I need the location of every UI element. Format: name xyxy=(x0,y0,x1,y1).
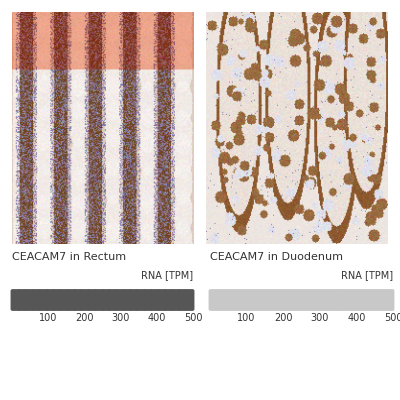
FancyBboxPatch shape xyxy=(10,289,20,311)
FancyBboxPatch shape xyxy=(150,289,160,311)
FancyBboxPatch shape xyxy=(122,289,132,311)
Text: 500: 500 xyxy=(184,313,202,323)
FancyBboxPatch shape xyxy=(143,289,153,311)
FancyBboxPatch shape xyxy=(115,289,125,311)
Text: RNA [TPM]: RNA [TPM] xyxy=(341,270,393,280)
FancyBboxPatch shape xyxy=(272,289,282,311)
FancyBboxPatch shape xyxy=(321,289,331,311)
FancyBboxPatch shape xyxy=(157,289,166,311)
FancyBboxPatch shape xyxy=(364,289,373,311)
FancyBboxPatch shape xyxy=(251,289,261,311)
FancyBboxPatch shape xyxy=(328,289,338,311)
FancyBboxPatch shape xyxy=(223,289,232,311)
FancyBboxPatch shape xyxy=(370,289,380,311)
FancyBboxPatch shape xyxy=(314,289,324,311)
FancyBboxPatch shape xyxy=(66,289,76,311)
Text: 300: 300 xyxy=(311,313,329,323)
Text: 500: 500 xyxy=(384,313,400,323)
FancyBboxPatch shape xyxy=(349,289,359,311)
FancyBboxPatch shape xyxy=(208,289,218,311)
FancyBboxPatch shape xyxy=(335,289,345,311)
FancyBboxPatch shape xyxy=(378,289,387,311)
FancyBboxPatch shape xyxy=(230,289,240,311)
Text: 200: 200 xyxy=(75,313,94,323)
FancyBboxPatch shape xyxy=(94,289,104,311)
FancyBboxPatch shape xyxy=(108,289,118,311)
FancyBboxPatch shape xyxy=(258,289,268,311)
FancyBboxPatch shape xyxy=(136,289,146,311)
FancyBboxPatch shape xyxy=(32,289,41,311)
FancyBboxPatch shape xyxy=(216,289,226,311)
FancyBboxPatch shape xyxy=(129,289,139,311)
FancyBboxPatch shape xyxy=(80,289,90,311)
FancyBboxPatch shape xyxy=(171,289,180,311)
FancyBboxPatch shape xyxy=(286,289,296,311)
FancyBboxPatch shape xyxy=(59,289,69,311)
FancyBboxPatch shape xyxy=(24,289,34,311)
FancyBboxPatch shape xyxy=(300,289,310,311)
Text: 100: 100 xyxy=(238,313,256,323)
Text: 400: 400 xyxy=(148,313,166,323)
FancyBboxPatch shape xyxy=(185,289,194,311)
FancyBboxPatch shape xyxy=(244,289,254,311)
Text: 300: 300 xyxy=(112,313,130,323)
FancyBboxPatch shape xyxy=(237,289,247,311)
FancyBboxPatch shape xyxy=(265,289,275,311)
FancyBboxPatch shape xyxy=(384,289,394,311)
Text: CEACAM7 in Duodenum: CEACAM7 in Duodenum xyxy=(210,252,343,262)
Text: 200: 200 xyxy=(274,313,292,323)
FancyBboxPatch shape xyxy=(342,289,352,311)
FancyBboxPatch shape xyxy=(38,289,48,311)
FancyBboxPatch shape xyxy=(307,289,317,311)
FancyBboxPatch shape xyxy=(164,289,174,311)
Text: 100: 100 xyxy=(39,313,57,323)
FancyBboxPatch shape xyxy=(18,289,27,311)
FancyBboxPatch shape xyxy=(52,289,62,311)
Text: 400: 400 xyxy=(347,313,366,323)
FancyBboxPatch shape xyxy=(178,289,188,311)
FancyBboxPatch shape xyxy=(293,289,303,311)
FancyBboxPatch shape xyxy=(279,289,289,311)
Text: CEACAM7 in Rectum: CEACAM7 in Rectum xyxy=(12,252,126,262)
FancyBboxPatch shape xyxy=(87,289,97,311)
FancyBboxPatch shape xyxy=(101,289,111,311)
FancyBboxPatch shape xyxy=(73,289,83,311)
FancyBboxPatch shape xyxy=(45,289,55,311)
FancyBboxPatch shape xyxy=(356,289,366,311)
Text: RNA [TPM]: RNA [TPM] xyxy=(141,270,193,280)
